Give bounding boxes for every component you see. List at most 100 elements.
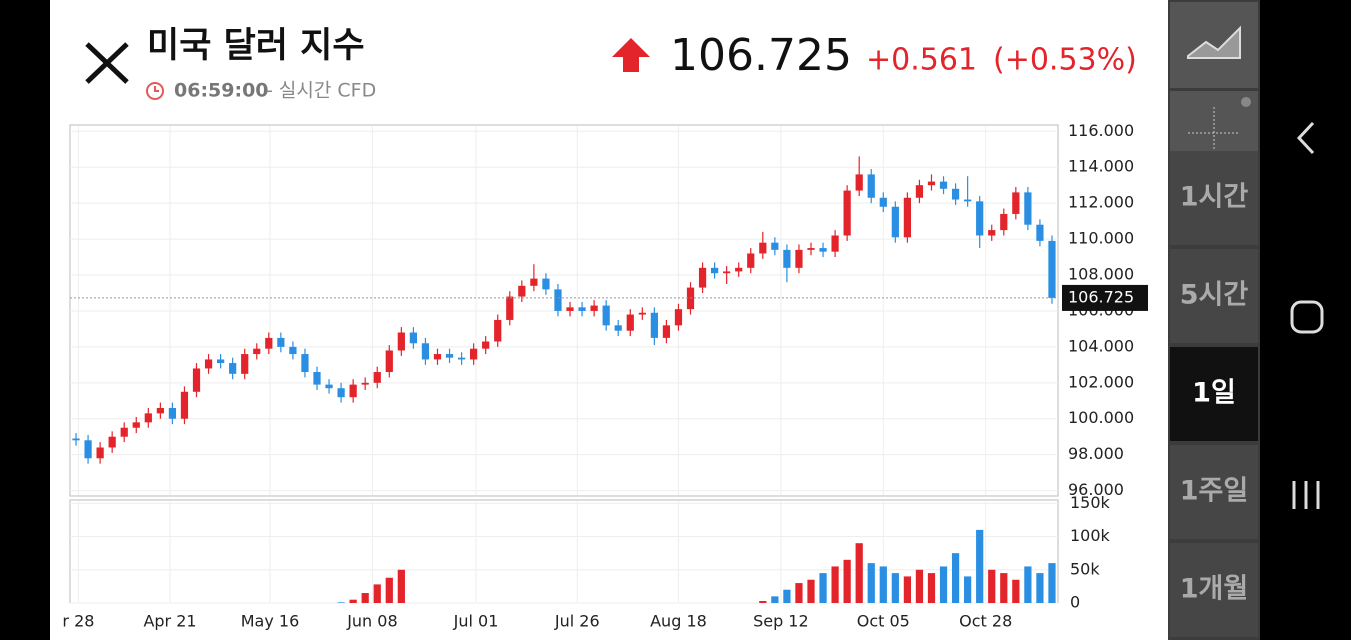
timeframe-button[interactable] xyxy=(1170,445,1258,539)
candle-body xyxy=(421,343,430,360)
candle-body xyxy=(710,267,719,274)
candle-body xyxy=(723,271,731,274)
volume-bar xyxy=(988,569,996,603)
volume-bar xyxy=(361,593,369,603)
candle-body xyxy=(614,325,622,331)
volume-bar xyxy=(397,569,405,603)
candle-body xyxy=(891,206,899,238)
candle-body xyxy=(903,197,912,238)
volume-bar xyxy=(843,559,851,603)
current-price-label: 106.725 xyxy=(1068,287,1134,306)
candle-body xyxy=(939,181,948,189)
candle-body xyxy=(506,296,514,320)
candle-body xyxy=(735,267,743,272)
timeframe-button[interactable] xyxy=(1170,151,1258,245)
volume-bar xyxy=(819,573,827,603)
candle-body xyxy=(831,235,839,252)
clock-hands xyxy=(154,86,159,92)
recents-button[interactable] xyxy=(1292,481,1320,509)
crosshair-icon xyxy=(1188,107,1240,159)
y-tick-label: 110.000 xyxy=(1068,229,1134,248)
candle-body xyxy=(1012,192,1020,214)
y-tick-label: 150k xyxy=(1070,493,1111,512)
chart-type-icon xyxy=(1187,25,1241,59)
candle-body xyxy=(518,285,526,297)
candle-body xyxy=(229,363,237,374)
candle-body xyxy=(204,359,213,369)
current-price-tag xyxy=(1062,284,1148,311)
clock-icon xyxy=(146,82,164,100)
volume-bar xyxy=(903,576,912,603)
time: 06:59:00 xyxy=(174,80,269,102)
candle-body xyxy=(337,388,345,398)
y-tick-label: 112.000 xyxy=(1068,193,1134,212)
timeframe-label: 1시간 xyxy=(1180,182,1249,213)
volume-bar xyxy=(964,576,972,603)
candle-body xyxy=(698,267,707,288)
change: +0.561 xyxy=(866,43,977,78)
volume-bar xyxy=(879,566,887,603)
candle-body xyxy=(927,181,936,186)
change-pct: (+0.53%) xyxy=(993,43,1137,78)
y-tick-label: 98.000 xyxy=(1068,444,1124,463)
candle-body xyxy=(807,248,815,250)
home-button[interactable] xyxy=(1290,300,1324,334)
candle-body xyxy=(626,314,634,331)
x-tick-label: Jun 08 xyxy=(346,612,397,631)
back-button[interactable] xyxy=(1296,121,1315,155)
x-tick-label: Oct 05 xyxy=(857,612,910,631)
candle-body xyxy=(385,350,393,373)
volume-bar xyxy=(951,553,960,603)
y-tick-label: 0 xyxy=(1070,593,1080,612)
timeframe-label: 1개월 xyxy=(1180,574,1248,605)
candle-body xyxy=(120,427,128,437)
timeframe-button[interactable] xyxy=(1170,543,1258,637)
volume-bar xyxy=(1024,566,1032,603)
chart-type-button[interactable] xyxy=(1170,2,1258,88)
y-tick-label: 104.000 xyxy=(1068,336,1134,355)
volume-bar xyxy=(795,583,803,603)
candle-body xyxy=(542,278,550,290)
candle-body xyxy=(180,391,189,419)
candle-body xyxy=(662,325,671,338)
volume-bar xyxy=(783,589,791,603)
up-arrow xyxy=(612,38,650,72)
volume-bar xyxy=(927,573,936,603)
candle-body xyxy=(313,372,321,385)
candle-body xyxy=(216,359,225,364)
candle-body xyxy=(976,201,984,236)
candle-body xyxy=(747,253,755,268)
candle-body xyxy=(1024,192,1032,225)
x-tick-label: May 16 xyxy=(241,612,300,631)
candle-body xyxy=(867,174,875,198)
candle-body xyxy=(277,337,285,347)
candle-body xyxy=(590,305,598,311)
volume-bar xyxy=(373,584,381,603)
candle-body xyxy=(674,309,683,326)
candle-body xyxy=(349,384,357,398)
candle-body xyxy=(457,357,466,360)
timeframe-button[interactable] xyxy=(1170,347,1258,441)
source: - 실시간 CFD xyxy=(266,80,376,102)
candle-body xyxy=(325,384,333,389)
charts: 1시간 5시간 1일 1주일 1개월 r 28 Apr 21 May 16 Jun 08 Jul … xyxy=(62,121,1258,637)
candle-body xyxy=(409,332,418,344)
volume-bar xyxy=(976,529,984,603)
timeframe-button[interactable] xyxy=(1170,249,1258,343)
candle-body xyxy=(373,372,381,383)
candle-body xyxy=(445,354,454,358)
x-tick-label: Apr 21 xyxy=(143,612,196,631)
candle-body xyxy=(554,289,562,311)
x-tick-label: Oct 28 xyxy=(959,612,1012,631)
close-button[interactable] xyxy=(85,42,129,84)
candle-body xyxy=(530,278,538,286)
candle-body xyxy=(433,354,442,360)
y-tick-label: 116.000 xyxy=(1068,121,1134,140)
volume-bar xyxy=(1012,579,1020,603)
candle-body xyxy=(843,190,851,236)
candle-body xyxy=(783,249,791,268)
candle-body xyxy=(1036,224,1044,241)
volume-bar xyxy=(349,599,357,603)
candle-body xyxy=(108,436,116,448)
candle-body xyxy=(638,312,646,315)
